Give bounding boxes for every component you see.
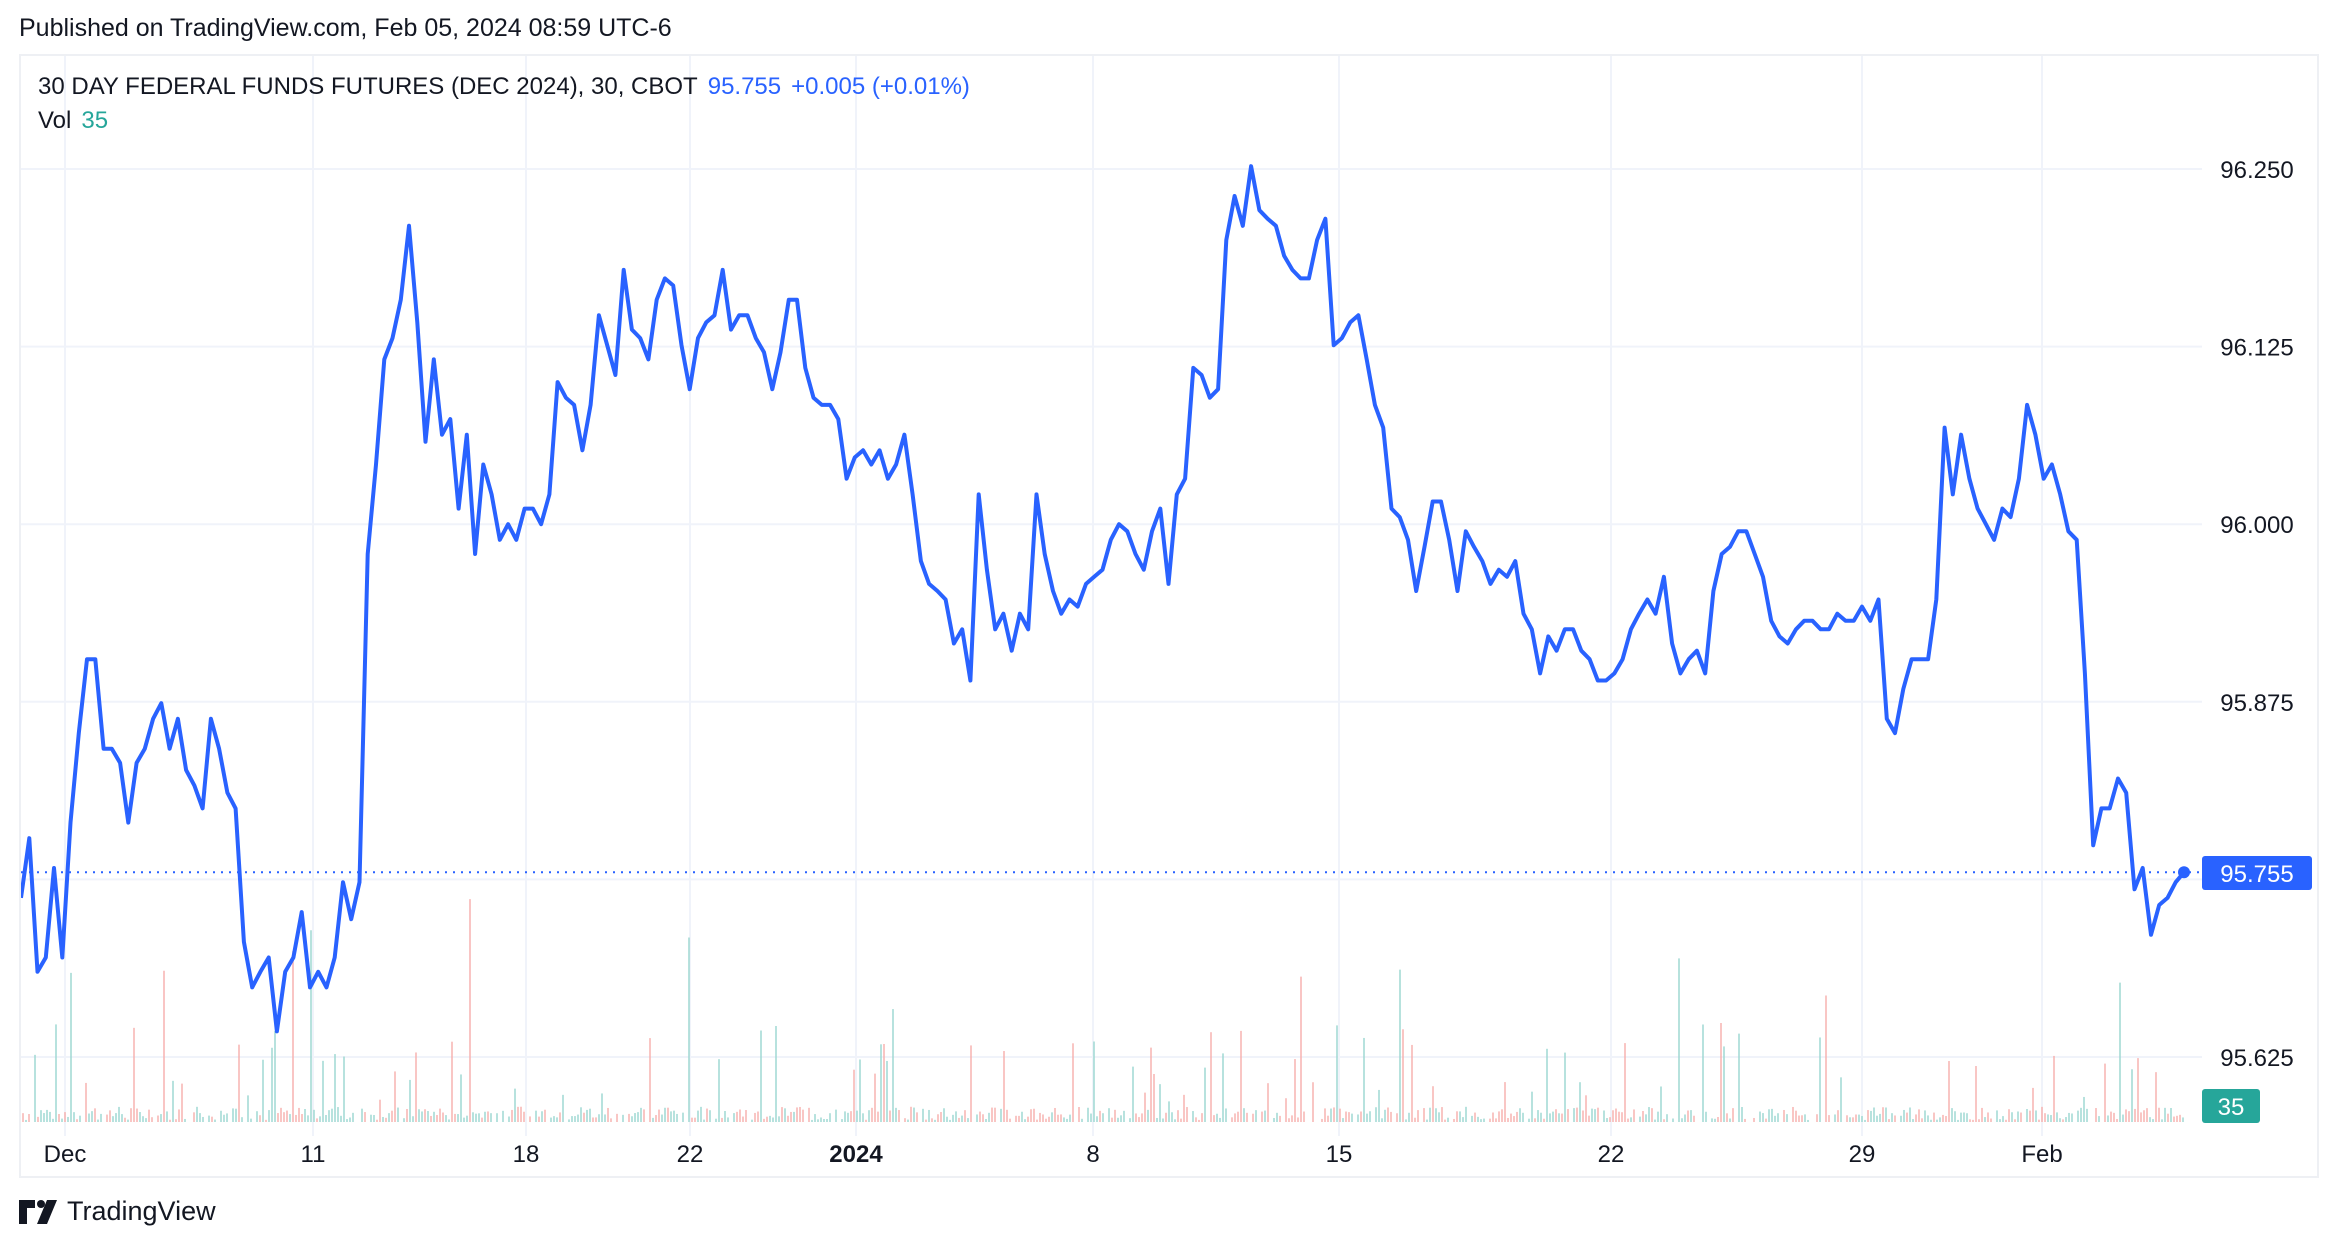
last-price-dot xyxy=(2178,866,2190,879)
volume-label: 35 xyxy=(2202,1089,2260,1123)
y-tick-label: 95.875 xyxy=(2220,690,2293,717)
last-price-label-text: 95.755 xyxy=(2220,861,2293,888)
x-tick-label: Feb xyxy=(2021,1141,2062,1168)
x-tick-label: 2024 xyxy=(829,1141,883,1168)
last-price: 95.755 xyxy=(707,73,782,100)
published-caption: Published on TradingView.com, Feb 05, 20… xyxy=(19,14,672,42)
x-tick-label: 8 xyxy=(1086,1141,1099,1168)
legend: 30 DAY FEDERAL FUNDS FUTURES (DEC 2024),… xyxy=(38,70,970,138)
volume-value: 35 xyxy=(81,107,109,134)
x-tick-label: 18 xyxy=(513,1141,540,1168)
volume-title: Vol xyxy=(38,107,72,134)
symbol-title: 30 DAY FEDERAL FUNDS FUTURES (DEC 2024),… xyxy=(38,73,698,100)
chart-frame: 96.250 96.125 96.000 95.875 95.625 Dec 11 18 22… xyxy=(19,54,2319,1178)
y-tick-label: 95.625 xyxy=(2220,1045,2293,1072)
grid xyxy=(21,56,2202,1136)
price-chart[interactable]: 96.250 96.125 96.000 95.875 95.625 Dec 11 18 22… xyxy=(21,56,2321,1180)
x-tick-label: 11 xyxy=(301,1141,326,1168)
y-tick-label: 96.000 xyxy=(2220,512,2293,539)
last-price-label: 95.755 xyxy=(2202,856,2312,890)
price-line xyxy=(21,164,2186,1034)
time-axis: Dec 11 18 22 2024 8 15 22 29 Feb xyxy=(44,1141,2063,1168)
footer-brand[interactable]: TradingView xyxy=(19,1196,216,1227)
volume-bars xyxy=(22,899,2184,1122)
x-tick-label: 22 xyxy=(677,1141,704,1168)
price-change: +0.005 (+0.01%) xyxy=(791,73,970,100)
footer-brand-text: TradingView xyxy=(67,1196,216,1226)
y-tick-label: 96.125 xyxy=(2220,335,2293,362)
x-tick-label: Dec xyxy=(44,1141,87,1168)
x-tick-label: 29 xyxy=(1849,1141,1876,1168)
volume-label-text: 35 xyxy=(2218,1094,2245,1121)
x-tick-label: 22 xyxy=(1598,1141,1625,1168)
tradingview-logo-icon xyxy=(19,1199,57,1224)
price-axis: 96.250 96.125 96.000 95.875 95.625 xyxy=(2220,157,2293,1072)
y-tick-label: 96.250 xyxy=(2220,157,2293,184)
x-tick-label: 15 xyxy=(1326,1141,1353,1168)
